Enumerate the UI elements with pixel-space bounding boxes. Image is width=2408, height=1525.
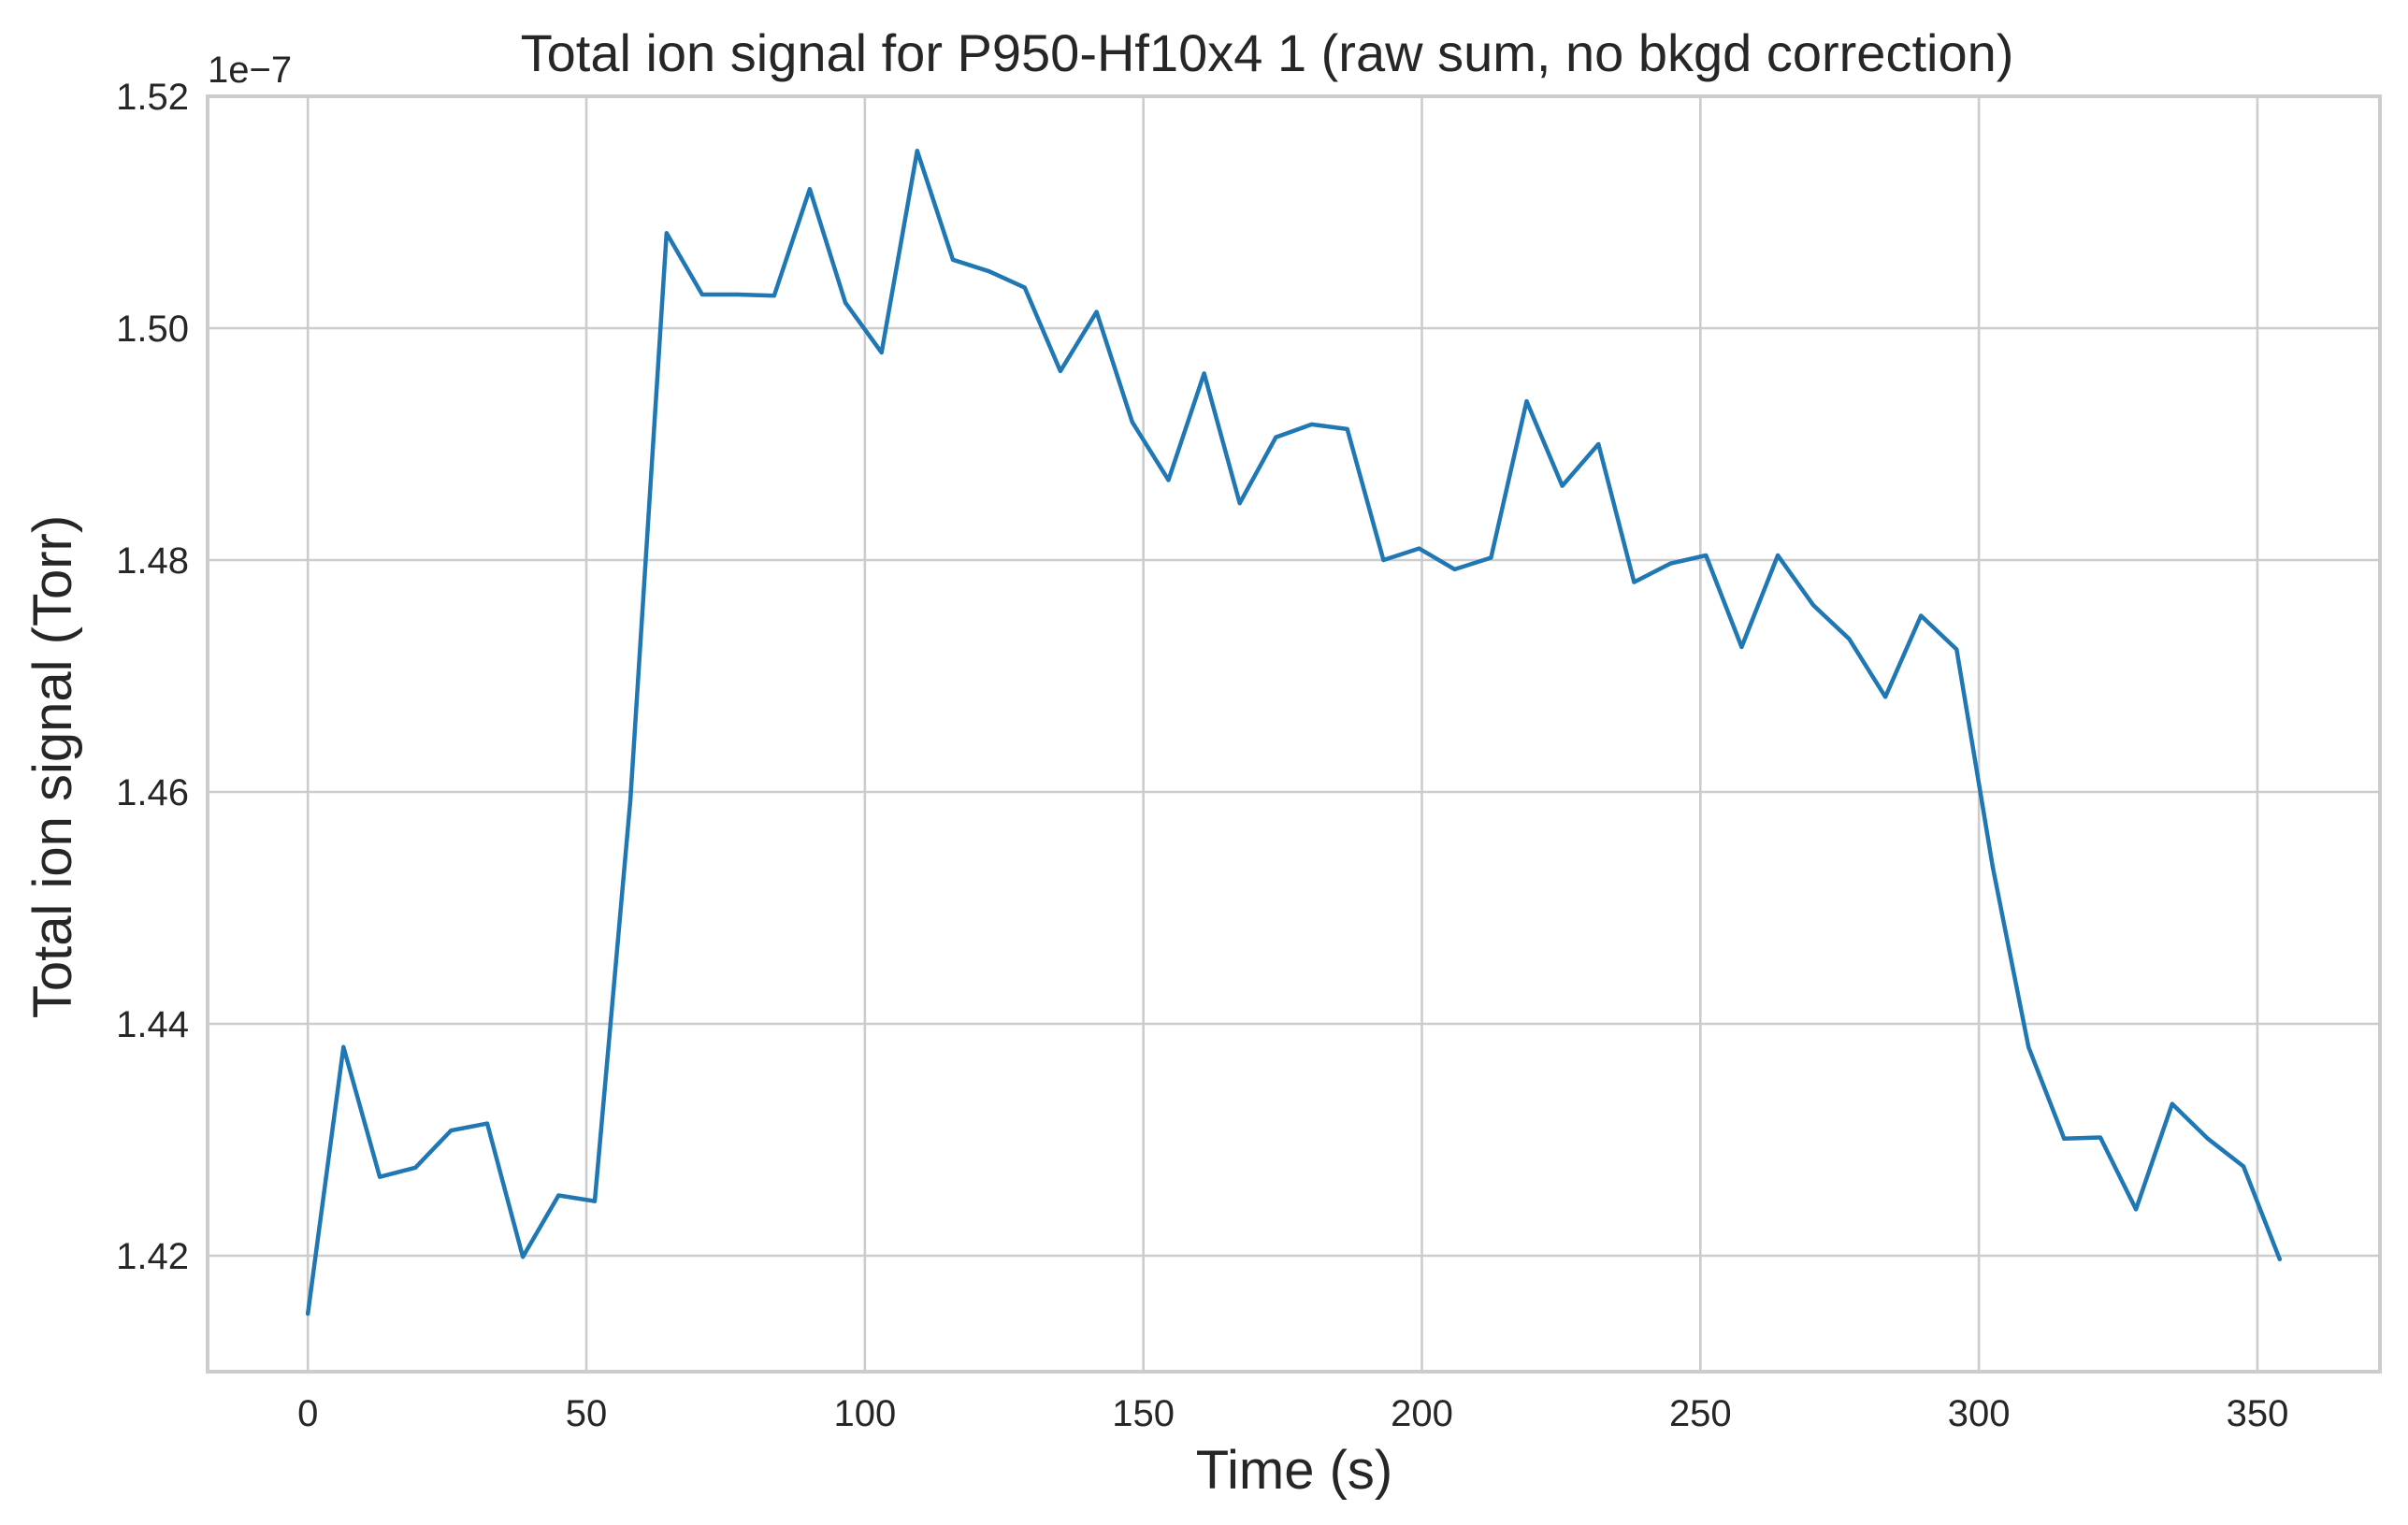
data-point — [771, 294, 776, 298]
data-point — [1166, 478, 1171, 482]
chart-title: Total ion signal for P950-Hf10x4 1 (raw … — [521, 23, 2014, 82]
data-point — [1668, 561, 1673, 566]
y-axis-offset-label: 1e−7 — [208, 50, 292, 91]
data-point — [699, 293, 704, 297]
data-point — [628, 798, 633, 802]
data-point — [1739, 645, 1744, 649]
x-tick-label: 50 — [566, 1393, 608, 1434]
data-point — [1632, 580, 1637, 584]
data-point — [521, 1255, 526, 1259]
data-point — [950, 257, 955, 262]
data-point — [1883, 695, 1888, 699]
data-point — [1489, 555, 1493, 560]
data-point — [1776, 554, 1781, 558]
data-point — [378, 1174, 382, 1179]
data-point — [2170, 1101, 2174, 1106]
data-point — [1417, 546, 1421, 551]
data-point — [987, 269, 991, 274]
y-tick-label: 1.46 — [116, 772, 189, 813]
x-axis-label: Time (s) — [1196, 1440, 1392, 1501]
data-point — [736, 293, 741, 297]
data-point — [1847, 637, 1852, 641]
data-point — [413, 1165, 418, 1170]
x-tick-label: 100 — [833, 1393, 896, 1434]
data-point — [306, 1312, 310, 1316]
data-point — [1381, 558, 1386, 562]
data-point — [664, 231, 669, 236]
data-point — [1596, 442, 1601, 446]
data-point — [1309, 422, 1314, 426]
data-point — [2242, 1164, 2246, 1169]
data-point — [2134, 1207, 2139, 1212]
series-line — [305, 149, 2283, 1316]
data-point — [1202, 371, 1206, 376]
data-point — [1094, 309, 1099, 314]
y-tick-label: 1.48 — [116, 540, 189, 582]
tick-labels: 0 50 100 150 200 250 300 350 1.42 1.44 1.46 1.48 1.5… — [116, 77, 2288, 1434]
data-point — [2205, 1136, 2210, 1141]
data-point — [2277, 1257, 2282, 1261]
y-tick-label: 1.42 — [116, 1236, 189, 1277]
y-tick-label: 1.52 — [116, 77, 189, 118]
data-point — [485, 1121, 490, 1126]
y-tick-label: 1.50 — [116, 309, 189, 350]
data-point — [2062, 1136, 2067, 1141]
x-tick-label: 250 — [1669, 1393, 1732, 1434]
data-point — [844, 300, 848, 305]
x-tick-label: 350 — [2227, 1393, 2289, 1434]
x-tick-label: 150 — [1112, 1393, 1175, 1434]
data-point — [1274, 435, 1278, 439]
series-layer — [305, 149, 2283, 1316]
data-point — [1991, 865, 1996, 870]
x-tick-label: 200 — [1391, 1393, 1453, 1434]
data-point — [556, 1193, 561, 1198]
data-point — [2098, 1135, 2102, 1140]
data-point — [1560, 483, 1564, 488]
data-point — [807, 187, 812, 192]
data-point — [1811, 603, 1816, 608]
data-point — [1954, 647, 1959, 652]
data-point — [1524, 399, 1529, 404]
data-point — [1452, 567, 1457, 571]
plot-frame — [206, 94, 2382, 1374]
y-axis-label: Total ion signal (Torr) — [22, 515, 83, 1018]
data-point — [341, 1044, 346, 1049]
x-tick-label: 0 — [297, 1393, 318, 1434]
x-tick-label: 300 — [1948, 1393, 2011, 1434]
data-point — [915, 149, 919, 153]
data-point — [1345, 426, 1349, 431]
data-point — [879, 351, 884, 355]
data-point — [1237, 501, 1242, 506]
data-point — [1130, 420, 1134, 424]
data-point — [1022, 285, 1027, 290]
data-point — [2026, 1044, 2031, 1049]
data-point — [592, 1199, 597, 1203]
data-point — [1058, 368, 1062, 373]
data-point — [449, 1129, 454, 1133]
y-tick-label: 1.44 — [116, 1004, 189, 1045]
data-point — [1704, 554, 1709, 558]
data-point — [1919, 613, 1924, 618]
